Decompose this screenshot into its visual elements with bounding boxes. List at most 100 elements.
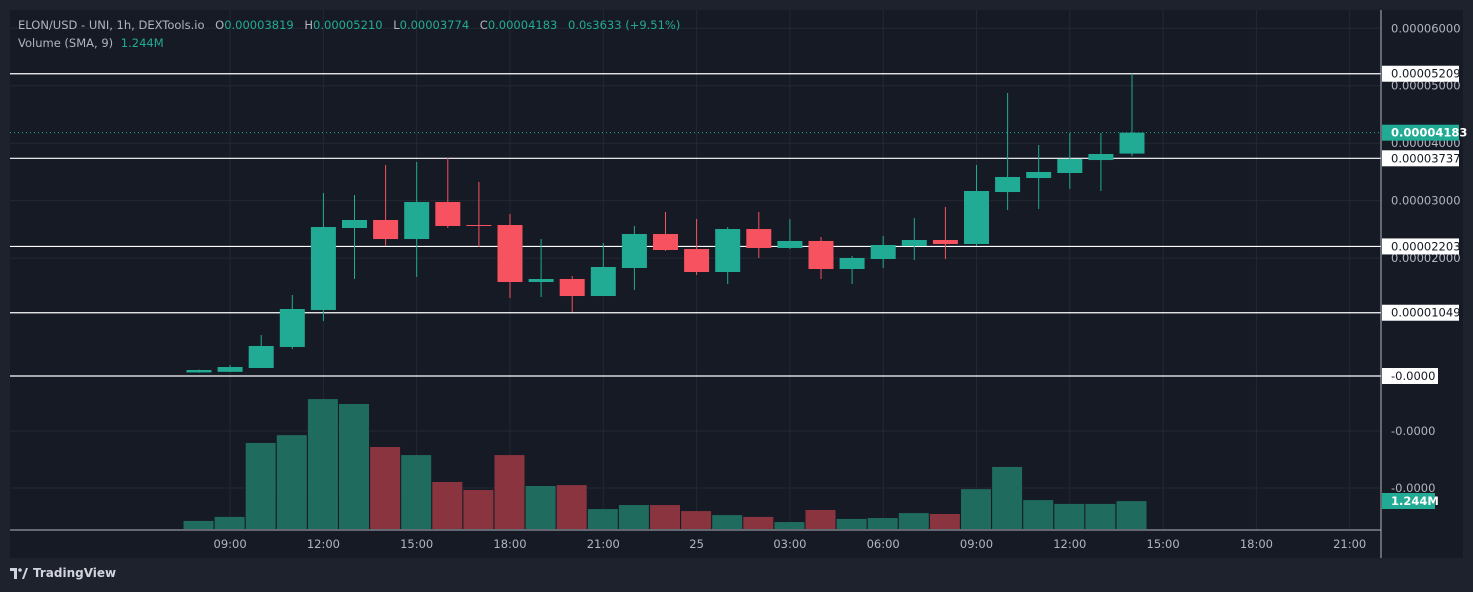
volume-bar [743,516,774,529]
candle-down [466,225,492,227]
volume-indicator-label[interactable]: Volume (SMA, 9) [18,36,114,50]
volume-bar [1023,500,1054,529]
candle-up [186,370,212,373]
price-tick-label: 0.00002000 [1391,251,1461,265]
low-value: 0.00003774 [399,18,470,32]
volume-tick-label: -0.0000 [1391,424,1435,438]
symbol-title[interactable]: ELON/USD - UNI, 1h, DEXTools.io [18,18,205,32]
time-axis[interactable]: 09:00 12:00 15:00 18:00 21:00 25 03:00 06:00 09:… [214,537,1367,551]
volume-legend: Volume (SMA, 9) 1.244M [18,34,680,52]
candle-up [995,176,1021,193]
volume-bar [245,442,276,529]
candle-down [435,202,461,226]
tradingview-logo-icon [10,567,28,579]
close-value: 0.00004183 [487,18,558,32]
candle-up [590,267,616,297]
volume-bar [681,511,712,529]
volume-bar [805,509,836,529]
volume-bar [463,490,494,529]
candles [186,73,1145,373]
volume-bar [401,455,432,529]
candle-up [217,367,243,372]
volume-bars [183,399,1147,529]
time-tick-label: 03:00 [773,537,806,551]
volume-bar [494,455,525,529]
volume-bar [183,520,214,529]
volume-bar [1116,501,1147,529]
volume-bar [525,485,556,529]
volume-bar [276,435,307,529]
candle-down [653,234,678,250]
time-tick-label: 12:00 [307,537,340,551]
open-value: 0.00003819 [224,18,294,32]
volume-sma-label: 1.244M [1391,494,1439,508]
horizontal-line-price-label: 0.00005209 [1391,67,1461,81]
volume-bar [650,505,680,529]
candle-down [808,240,834,270]
candle-up [310,227,336,310]
candle-up [1026,171,1052,179]
change-value: 0.0s3633 (+9.51%) [568,18,681,32]
time-tick-label: 06:00 [867,537,900,551]
time-tick-label: 25 [689,537,704,551]
candle-up [777,240,803,248]
horizontal-lines[interactable] [10,73,1381,377]
candle-up [528,279,554,282]
volume-bar [898,513,929,529]
price-tick-label: 0.00003000 [1391,194,1461,208]
horizontal-line-price-tag [1382,368,1438,384]
volume-bar [307,399,338,529]
last-price-tag [1382,124,1459,141]
horizontal-line-price-tag [1382,238,1459,255]
price-tick-label: 0.00006000 [1391,21,1461,35]
candle-down [684,249,710,273]
chart-legend: ELON/USD - UNI, 1h, DEXTools.io O0.00003… [18,16,680,52]
candle-up [1088,153,1114,161]
candle-down [559,279,585,297]
volume-bar [339,404,369,529]
volume-bar [836,518,867,529]
candle-up [279,308,305,347]
high-label: H [304,18,314,32]
volume-bar [432,481,463,529]
price-axis[interactable]: 0.000060000.000050000.000040000.00003000… [1382,21,1467,509]
candle-down [497,225,523,282]
volume-bar [929,513,960,529]
candle-down [373,220,399,240]
volume-bar [961,489,991,529]
candle-up [901,239,927,246]
ohlc-legend: ELON/USD - UNI, 1h, DEXTools.io O0.00003… [18,16,680,34]
tradingview-brand[interactable]: TradingView [10,566,116,580]
time-tick-label: 18:00 [493,537,526,551]
candle-up [404,202,430,240]
close-label: C [479,18,488,32]
horizontal-line-price-label: 0.00002203 [1391,239,1461,253]
volume-indicator-value: 1.244M [120,36,164,50]
volume-bar [1054,503,1085,529]
time-tick-label: 15:00 [1147,537,1180,551]
volume-bar [992,466,1023,529]
brand-name: TradingView [33,566,117,580]
time-tick-label: 15:00 [400,537,433,551]
time-tick-label: 21:00 [1333,537,1366,551]
volume-tick-label: -0.0000 [1391,481,1435,495]
candle-down [746,229,772,248]
volume-bar [618,505,649,529]
price-tick-label: 0.00005000 [1391,79,1461,93]
chart-background [10,10,1463,558]
volume-bar [1085,503,1116,529]
candle-up [342,220,367,228]
volume-bar [712,515,743,529]
candle-up [964,190,989,245]
horizontal-line-price-tag [1382,65,1459,82]
volume-bar [556,485,587,529]
candle-up [1057,158,1083,174]
candle-up [715,229,741,273]
horizontal-line-price-label: 0.00003737 [1391,151,1461,165]
volume-bar [867,518,898,529]
open-label: O [215,18,225,32]
horizontal-line-price-tag [1382,304,1459,321]
time-tick-label: 12:00 [1053,537,1086,551]
candle-up [839,257,865,270]
